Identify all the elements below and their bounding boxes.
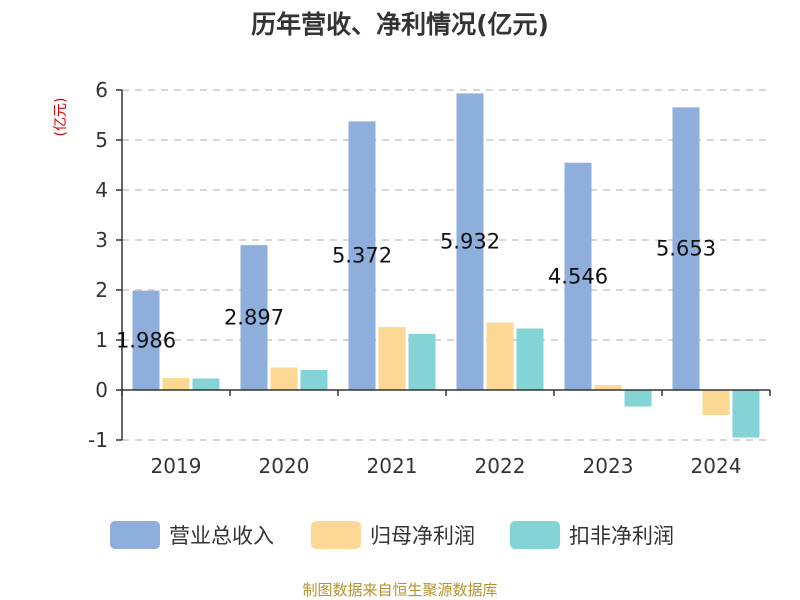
x-tick-label-2022: 2022	[475, 454, 526, 478]
y-tick-label: 2	[95, 278, 108, 302]
source-note: 制图数据来自恒生聚源数据库	[302, 581, 497, 599]
legend-label: 扣非净利润	[569, 524, 674, 548]
bars	[132, 93, 760, 438]
y-tick-label: 3	[95, 228, 108, 252]
bar-s1-2021[interactable]	[378, 327, 406, 390]
x-tick-label-2020: 2020	[259, 454, 310, 478]
bar-s0-2021[interactable]	[348, 121, 376, 391]
x-axis	[121, 90, 771, 440]
bar-s1-2022[interactable]	[486, 322, 514, 391]
data-label-2021: 5.372	[332, 244, 392, 268]
y-tick-label: 4	[95, 178, 108, 202]
bar-s0-2020[interactable]	[240, 245, 268, 390]
y-tick-label: 1	[95, 328, 108, 352]
bar-s1-2023[interactable]	[594, 385, 622, 390]
legend-item-1[interactable]: 归母净利润	[311, 521, 475, 549]
bar-s0-2019[interactable]	[132, 290, 160, 390]
legend-item-0[interactable]: 营业总收入	[110, 521, 274, 549]
x-tick-label-2024: 2024	[691, 454, 742, 478]
legend-item-2[interactable]: 扣非净利润	[510, 521, 674, 549]
bar-s2-2019[interactable]	[192, 378, 220, 391]
data-label-2022: 5.932	[440, 230, 500, 254]
bar-s0-2024[interactable]	[672, 107, 700, 390]
bar-s1-2024[interactable]	[702, 390, 730, 415]
bar-s1-2019[interactable]	[162, 378, 190, 390]
bar-s2-2021[interactable]	[408, 334, 436, 390]
data-label-2024: 5.653	[656, 237, 716, 261]
chart-title: 历年营收、净利情况(亿元)	[251, 10, 549, 39]
bar-s1-2020[interactable]	[270, 367, 298, 391]
bar-s2-2022[interactable]	[516, 328, 544, 391]
legend-label: 归母净利润	[370, 524, 475, 548]
bar-s2-2023[interactable]	[624, 390, 652, 407]
legend-label: 营业总收入	[169, 524, 274, 548]
bar-s2-2020[interactable]	[300, 370, 328, 390]
legend-swatch	[510, 521, 560, 549]
legend-swatch	[110, 521, 160, 549]
x-tick-label-2019: 2019	[151, 454, 202, 478]
bar-s0-2022[interactable]	[456, 93, 484, 391]
y-tick-label: 0	[95, 378, 108, 402]
x-axis-ticks: 2019 2020 2021 2022 2023 2024	[151, 454, 742, 478]
data-labels: 1.986 2.897 5.372 5.932 4.546 5.653	[116, 230, 716, 353]
data-label-2019: 1.986	[116, 328, 176, 352]
data-label-2020: 2.897	[224, 306, 284, 330]
data-label-2023: 4.546	[548, 264, 608, 288]
y-axis-ticks: 6 5 4 3 2 1 0 -1	[88, 78, 122, 452]
x-tick-label-2021: 2021	[367, 454, 418, 478]
y-axis-unit: (亿元)	[53, 98, 69, 137]
grid-lines	[122, 89, 770, 441]
legend-swatch	[311, 521, 361, 549]
legend[interactable]: 营业总收入 归母净利润 扣非净利润	[110, 521, 674, 549]
y-tick-label: -1	[88, 428, 108, 452]
y-tick-label: 5	[95, 128, 108, 152]
y-tick-label: 6	[95, 78, 108, 102]
bar-s0-2023[interactable]	[564, 162, 592, 390]
bar-s2-2024[interactable]	[732, 390, 760, 438]
x-tick-label-2023: 2023	[583, 454, 634, 478]
